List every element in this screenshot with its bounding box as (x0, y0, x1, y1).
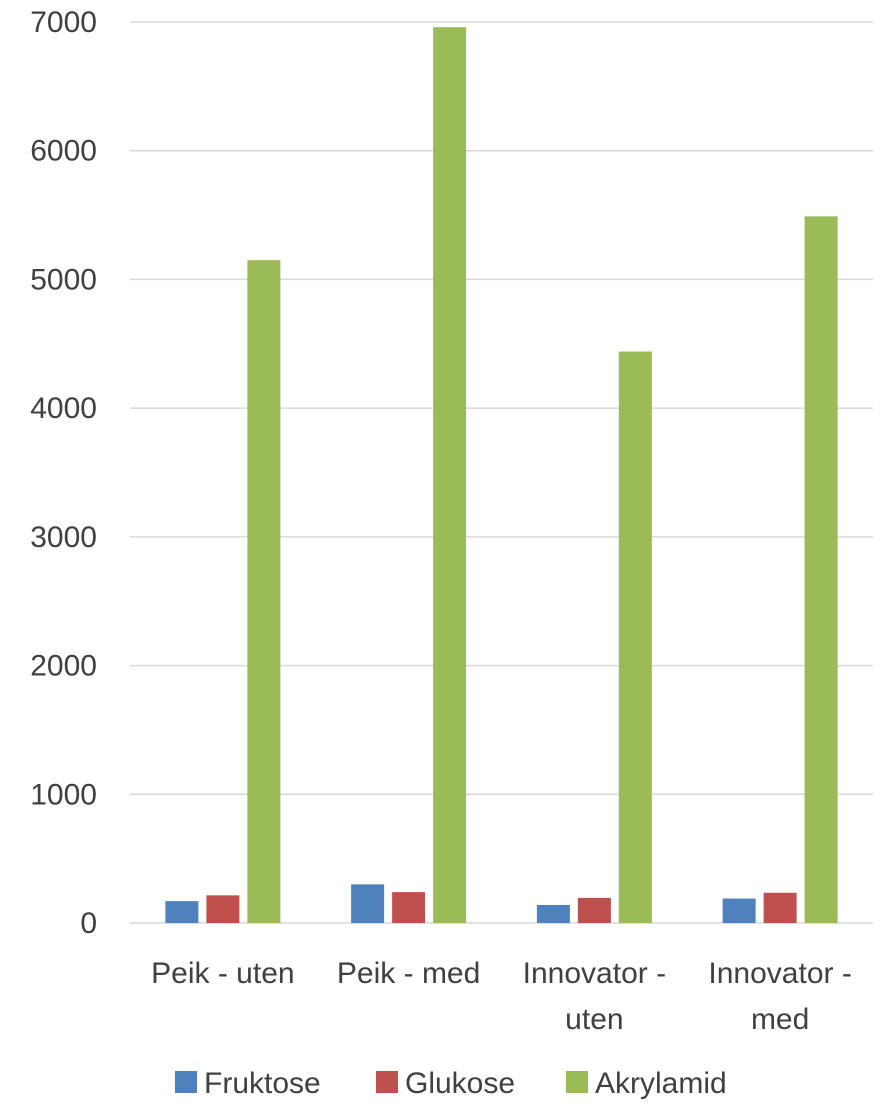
y-axis-ticks: 0 1000 2000 3000 4000 5000 6000 7000 (30, 6, 97, 940)
y-tick-label: 5000 (30, 263, 97, 296)
x-category-label: med (751, 1003, 809, 1036)
y-tick-label: 3000 (30, 521, 97, 554)
y-tick-label: 0 (80, 907, 97, 940)
legend-swatch (175, 1071, 197, 1093)
gridlines (130, 21, 873, 924)
legend-item-akrylamid: Akrylamid (566, 1067, 727, 1100)
y-tick-label: 7000 (30, 6, 97, 39)
bar-fruktose-0 (165, 901, 199, 923)
x-category-label: Innovator - (708, 957, 851, 990)
bar-glukose-1 (392, 892, 426, 923)
legend-label: Glukose (405, 1067, 515, 1100)
x-category-label: Peik - med (337, 957, 480, 990)
legend-item-fruktose: Fruktose (175, 1067, 321, 1100)
legend-swatch (566, 1071, 588, 1093)
bar-fruktose-2 (536, 904, 570, 923)
bar-akrylamid-2 (618, 351, 652, 924)
bar-glukose-2 (577, 897, 611, 923)
bar-akrylamid-3 (804, 216, 838, 923)
y-tick-label: 1000 (30, 778, 97, 811)
y-tick-label: 4000 (30, 392, 97, 425)
bar-fruktose-3 (722, 898, 756, 923)
bar-fruktose-1 (351, 884, 385, 923)
bar-glukose-0 (206, 895, 240, 923)
bars (165, 27, 838, 924)
legend-label: Akrylamid (595, 1067, 727, 1100)
legend: Fruktose Glukose Akrylamid (175, 1067, 727, 1100)
bar-akrylamid-0 (247, 260, 281, 923)
x-category-label: uten (565, 1003, 623, 1036)
bar-glukose-3 (763, 892, 797, 923)
legend-label: Fruktose (204, 1067, 321, 1100)
bar-akrylamid-1 (433, 27, 467, 924)
x-axis-categories: Peik - uten Peik - med Innovator - uten Inno… (151, 957, 852, 1036)
y-tick-label: 2000 (30, 650, 97, 683)
legend-swatch (376, 1071, 398, 1093)
x-category-label: Peik - uten (151, 957, 294, 990)
legend-item-glukose: Glukose (376, 1067, 515, 1100)
x-category-label: Innovator - (523, 957, 666, 990)
y-tick-label: 6000 (30, 135, 97, 168)
